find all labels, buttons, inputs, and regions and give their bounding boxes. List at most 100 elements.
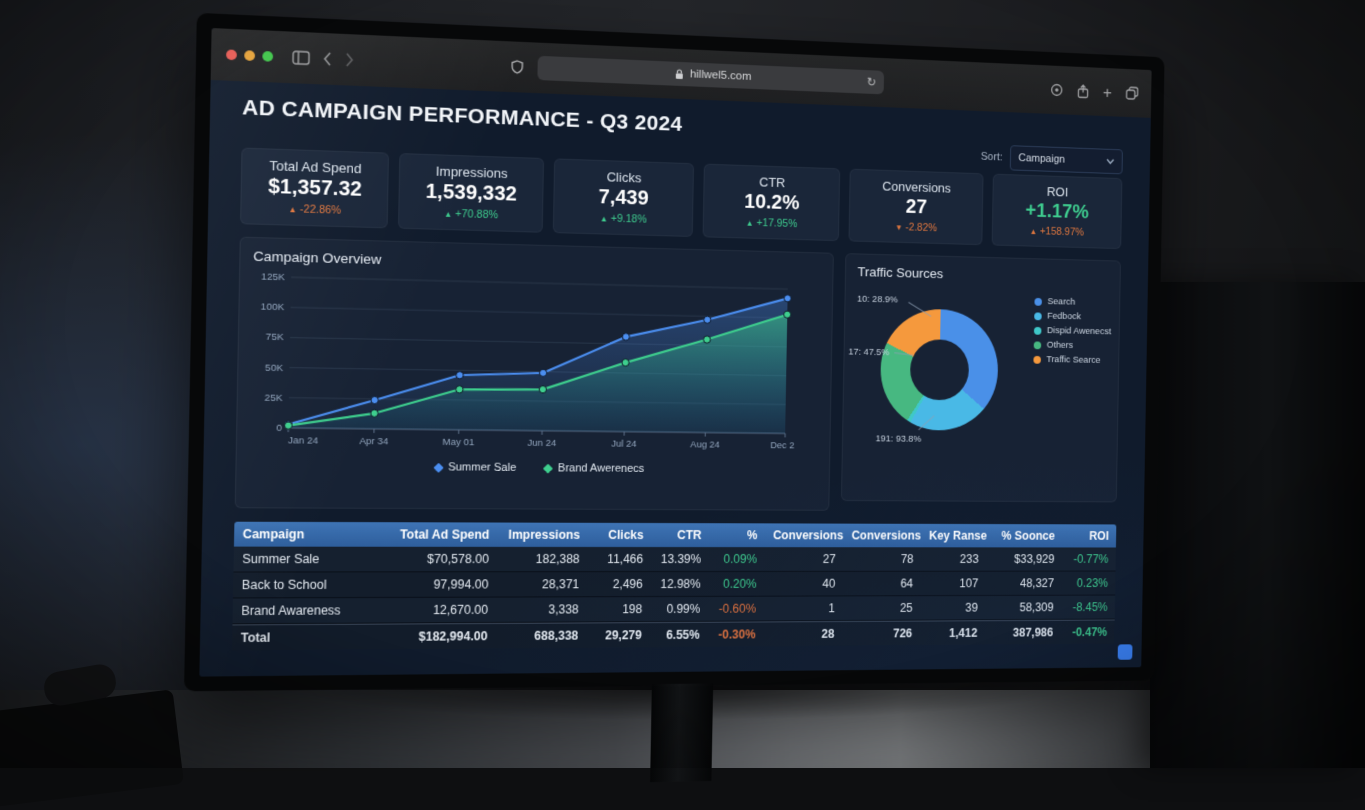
table-cell: 0.99% xyxy=(650,597,708,621)
column-header[interactable]: Total Ad Spend xyxy=(388,522,497,547)
svg-text:Aug 24: Aug 24 xyxy=(690,439,720,450)
share-icon[interactable] xyxy=(1077,84,1089,99)
table-cell: 107 xyxy=(920,572,986,596)
tabs-overview-icon[interactable] xyxy=(1126,86,1139,100)
legend-label: Fedbock xyxy=(1047,311,1081,322)
kpi-delta-value: +9.18% xyxy=(611,213,647,226)
chat-widget-icon[interactable] xyxy=(1118,644,1133,659)
pie-legend-item-others[interactable]: Others xyxy=(1034,339,1111,351)
table-cell: 28 xyxy=(763,622,842,646)
column-header[interactable]: % Soonce xyxy=(986,524,1062,547)
sidebar-icon[interactable] xyxy=(292,50,310,65)
table-cell: 28,371 xyxy=(496,572,587,596)
table-cell: -0.77% xyxy=(1062,547,1116,570)
kpi-value: 7,439 xyxy=(558,185,689,212)
table-cell: 3,338 xyxy=(496,597,587,622)
keyboard-silhouette xyxy=(0,689,184,809)
column-header[interactable]: ROI xyxy=(1062,524,1116,547)
column-header[interactable]: Clicks xyxy=(588,523,652,547)
legend-label: Others xyxy=(1047,340,1074,351)
close-button[interactable] xyxy=(226,49,237,60)
table-cell: 2,496 xyxy=(587,572,651,596)
photo-scene: hillwel5.com ↻ + xyxy=(0,0,1365,768)
table-cell: Brand Awareness xyxy=(233,598,388,623)
kpi-delta: ▲+9.18% xyxy=(558,211,688,227)
table-cell: $70,578.00 xyxy=(388,547,497,572)
pie-legend-item-fedbock[interactable]: Fedbock xyxy=(1034,310,1111,322)
table-cell: 1 xyxy=(764,596,843,620)
legend-label: Dispid Awenecst xyxy=(1047,325,1111,337)
svg-text:100K: 100K xyxy=(261,302,285,314)
kpi-label: Impressions xyxy=(404,162,538,182)
pie-legend: Search Fedbock Dispid Awenecst Others Traffi… xyxy=(1033,296,1111,366)
forward-icon[interactable] xyxy=(345,52,355,67)
trend-arrow-icon: ▲ xyxy=(444,210,452,219)
column-header[interactable]: % xyxy=(709,523,765,547)
traffic-sources-panel: Traffic Sources 10: 28.9% 17: 47.5% 191:… xyxy=(841,253,1121,502)
kpi-delta-value: +158.97% xyxy=(1040,226,1084,239)
traffic-title: Traffic Sources xyxy=(857,264,1108,285)
address-bar[interactable]: hillwel5.com ↻ xyxy=(537,56,884,95)
table-cell: 27 xyxy=(765,547,844,571)
sort-dropdown[interactable]: Campaign xyxy=(1010,145,1123,174)
legend-dot-icon xyxy=(1034,312,1042,320)
donut-annotation: 17: 47.5% xyxy=(848,347,889,359)
kpi-value: 27 xyxy=(854,194,978,220)
table-cell: 688,338 xyxy=(495,623,586,648)
svg-text:Jun 24: Jun 24 xyxy=(527,438,557,449)
window-controls xyxy=(226,49,273,61)
table-cell: 0.09% xyxy=(709,547,765,571)
table-cell: 39 xyxy=(920,596,986,620)
second-monitor-silhouette xyxy=(1150,282,1365,768)
table-cell: 40 xyxy=(764,572,843,596)
column-header[interactable]: CTR xyxy=(651,523,709,547)
shield-icon[interactable] xyxy=(511,60,523,75)
table-cell: 1,412 xyxy=(920,621,986,645)
monitor: hillwel5.com ↻ + xyxy=(182,13,1164,792)
minimize-button[interactable] xyxy=(244,50,255,61)
column-header[interactable]: Campaign xyxy=(234,522,389,547)
table-cell: $33,929 xyxy=(986,547,1062,570)
column-header[interactable]: Key Ranse xyxy=(921,524,987,548)
record-icon[interactable] xyxy=(1050,83,1063,97)
zoom-button[interactable] xyxy=(262,51,273,62)
table-cell: 387,986 xyxy=(985,621,1061,645)
table-cell: Back to School xyxy=(233,572,388,597)
pie-legend-item-traffic-searce[interactable]: Traffic Searce xyxy=(1033,354,1110,366)
table-cell: 198 xyxy=(587,597,651,621)
kpi-delta-value: +70.88% xyxy=(455,208,498,221)
pie-legend-item-dispid-awenecst[interactable]: Dispid Awenecst xyxy=(1034,325,1111,337)
svg-text:Apr 34: Apr 34 xyxy=(359,436,389,447)
table-cell: 0.20% xyxy=(708,572,764,596)
table-cell: Total xyxy=(232,625,387,651)
kpi-delta: ▲+158.97% xyxy=(996,224,1117,239)
table-cell: 11,466 xyxy=(587,547,651,571)
kpi-delta-value: -2.82% xyxy=(905,221,937,234)
legend-dot-icon xyxy=(1034,341,1042,349)
donut-annotation: 10: 28.9% xyxy=(857,294,898,306)
new-tab-icon[interactable]: + xyxy=(1103,84,1112,101)
reload-icon[interactable]: ↻ xyxy=(867,75,877,89)
legend-label: Traffic Searce xyxy=(1046,354,1100,366)
table-cell: -8.45% xyxy=(1061,595,1115,618)
kpi-card: Total Ad Spend$1,357.32▲-22.86% xyxy=(240,148,389,229)
pie-legend-item-search[interactable]: Search xyxy=(1034,296,1111,308)
table-cell: 97,994.00 xyxy=(387,572,496,597)
column-header[interactable]: Impressions xyxy=(497,523,588,547)
kpi-label: ROI xyxy=(997,183,1118,201)
legend-item-brand-awerenecs[interactable]: Brand Awerenecs xyxy=(545,462,645,475)
legend-item-summer-sale[interactable]: Summer Sale xyxy=(435,461,517,474)
table-cell: 48,327 xyxy=(986,572,1062,595)
column-header[interactable]: Conversions xyxy=(765,523,844,547)
donut-hole xyxy=(910,339,970,400)
column-header[interactable]: Conversions xyxy=(844,524,922,548)
back-icon[interactable] xyxy=(323,52,333,67)
table-cell: 182,388 xyxy=(497,547,588,571)
